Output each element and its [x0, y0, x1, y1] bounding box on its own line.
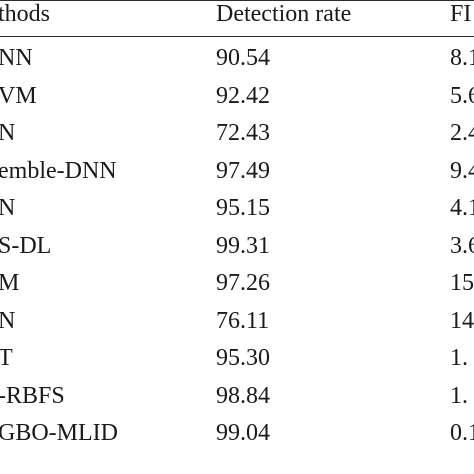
table-row: emble-DNN 97.49 9.4: [0, 157, 474, 193]
fpr-cell: 1.: [450, 383, 468, 409]
header-rule: [0, 36, 474, 37]
method-cell: VM: [0, 83, 37, 109]
method-cell: emble-DNN: [0, 158, 117, 184]
method-cell: GBO-MLID: [0, 420, 118, 446]
header-fpr: FI: [450, 1, 472, 27]
table-row: VM 92.42 5.6: [0, 82, 474, 118]
table-row: NN 90.54 8.1: [0, 44, 474, 80]
method-cell: N: [0, 195, 16, 221]
detection-rate-cell: 97.26: [216, 270, 270, 296]
table-row: N 95.15 4.1: [0, 194, 474, 230]
table-row: T 95.30 1.: [0, 344, 474, 380]
detection-rate-cell: 76.11: [216, 308, 270, 334]
header-methods: thods: [0, 1, 51, 27]
fpr-cell: 0.1: [450, 420, 474, 446]
fpr-cell: 8.1: [450, 45, 474, 71]
fpr-cell: 14: [450, 308, 474, 334]
method-cell: NN: [0, 45, 33, 71]
detection-rate-cell: 98.84: [216, 383, 270, 409]
detection-rate-cell: 95.15: [216, 195, 270, 221]
table-row: N 76.11 14: [0, 307, 474, 343]
header-detection-rate: Detection rate: [216, 1, 352, 27]
detection-rate-cell: 99.31: [216, 233, 270, 259]
detection-rate-cell: 72.43: [216, 120, 270, 146]
method-cell: S-DL: [0, 233, 52, 259]
detection-rate-cell: 95.30: [216, 345, 270, 371]
table-row: S-DL 99.31 3.6: [0, 232, 474, 268]
method-cell: T: [0, 345, 13, 371]
detection-rate-cell: 97.49: [216, 158, 270, 184]
detection-rate-cell: 92.42: [216, 83, 270, 109]
method-cell: -RBFS: [0, 383, 65, 409]
table-row: GBO-MLID 99.04 0.1: [0, 419, 474, 455]
fpr-cell: 15: [450, 270, 474, 296]
detection-rate-cell: 90.54: [216, 45, 270, 71]
table-row: -RBFS 98.84 1.: [0, 382, 474, 418]
fpr-cell: 3.6: [450, 233, 474, 259]
table-row: M 97.26 15: [0, 269, 474, 305]
table-row: N 72.43 2.4: [0, 119, 474, 155]
method-cell: N: [0, 120, 16, 146]
detection-rate-cell: 99.04: [216, 420, 270, 446]
fpr-cell: 5.6: [450, 83, 474, 109]
fpr-cell: 9.4: [450, 158, 474, 184]
method-cell: N: [0, 308, 16, 334]
fpr-cell: 2.4: [450, 120, 474, 146]
table-top-rule: [0, 0, 474, 1]
fpr-cell: 1.: [450, 345, 468, 371]
fpr-cell: 4.1: [450, 195, 474, 221]
method-cell: M: [0, 270, 20, 296]
